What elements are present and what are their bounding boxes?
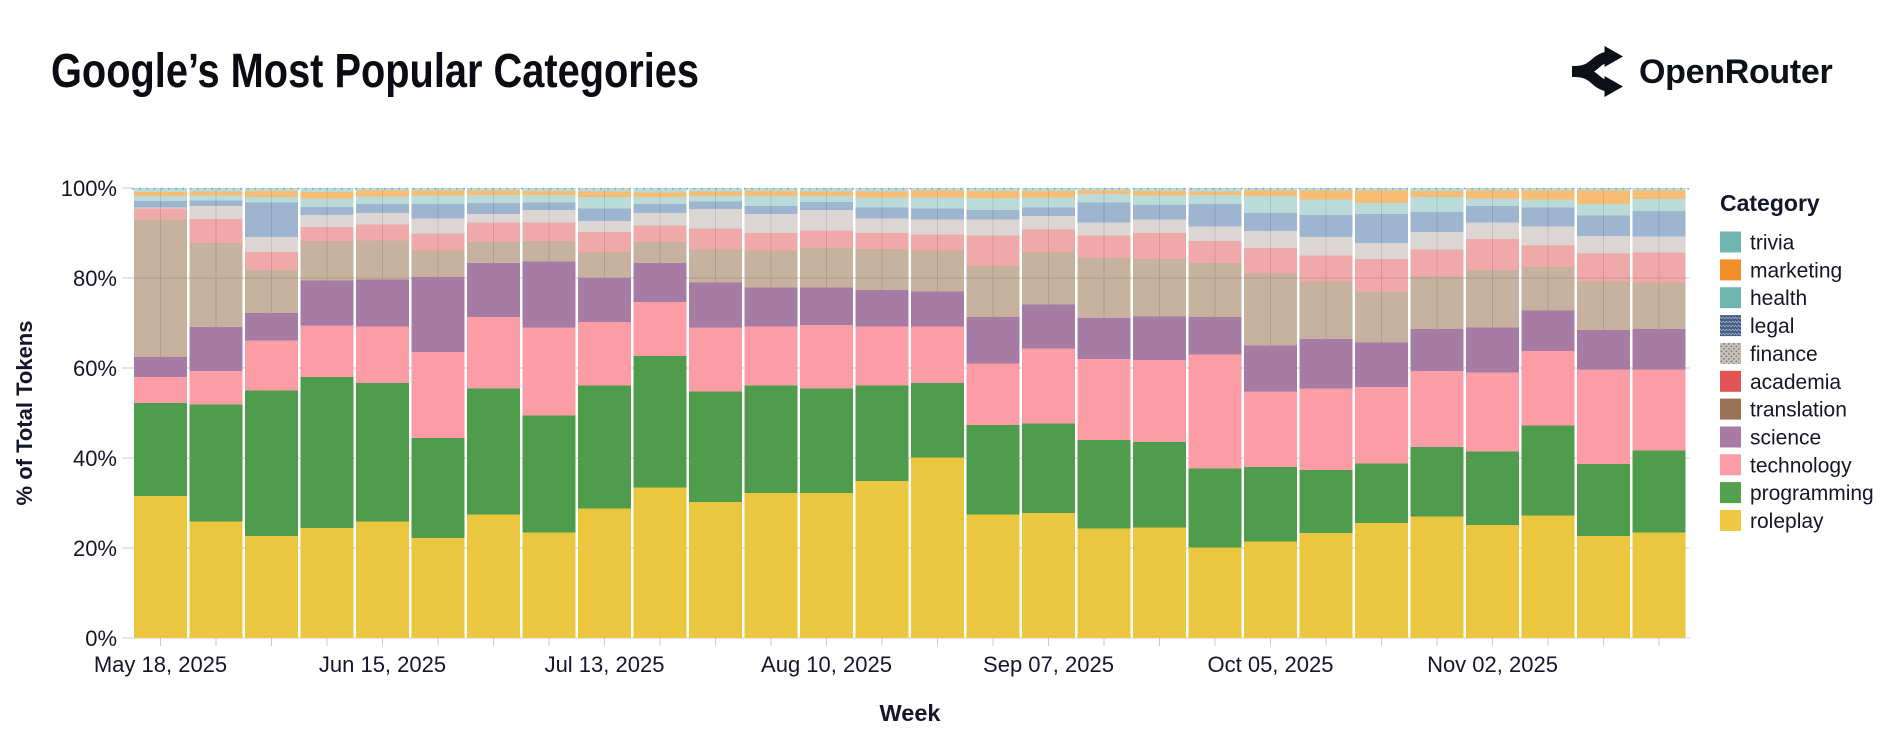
svg-text:Week: Week	[880, 700, 942, 726]
svg-text:health: health	[1750, 287, 1807, 310]
svg-text:marketing: marketing	[1750, 259, 1842, 282]
svg-text:20%: 20%	[73, 536, 117, 561]
svg-text:legal: legal	[1750, 315, 1794, 338]
svg-text:Google’s Most Popular Categori: Google’s Most Popular Categories	[51, 45, 699, 98]
svg-text:60%: 60%	[73, 356, 117, 381]
svg-text:Aug 10, 2025: Aug 10, 2025	[761, 652, 892, 677]
svg-text:Jul 13, 2025: Jul 13, 2025	[545, 652, 665, 677]
svg-text:% of Total Tokens: % of Total Tokens	[12, 321, 37, 506]
svg-text:80%: 80%	[73, 266, 117, 291]
svg-text:programming: programming	[1750, 482, 1874, 505]
svg-text:technology: technology	[1750, 454, 1852, 477]
svg-text:OpenRouter: OpenRouter	[1639, 53, 1833, 91]
svg-text:finance: finance	[1750, 343, 1818, 366]
svg-text:roleplay: roleplay	[1750, 510, 1824, 533]
svg-text:academia: academia	[1750, 371, 1841, 394]
svg-text:Category: Category	[1720, 190, 1820, 216]
svg-text:100%: 100%	[61, 176, 117, 201]
svg-text:translation: translation	[1750, 399, 1847, 422]
svg-text:Nov 02, 2025: Nov 02, 2025	[1427, 652, 1558, 677]
svg-text:Jun 15, 2025: Jun 15, 2025	[319, 652, 446, 677]
svg-text:Oct 05, 2025: Oct 05, 2025	[1208, 652, 1334, 677]
svg-text:trivia: trivia	[1750, 232, 1795, 255]
svg-text:Sep 07, 2025: Sep 07, 2025	[983, 652, 1114, 677]
svg-text:0%: 0%	[85, 626, 117, 651]
svg-text:40%: 40%	[73, 446, 117, 471]
svg-text:science: science	[1750, 427, 1821, 450]
svg-text:May 18, 2025: May 18, 2025	[94, 652, 227, 677]
